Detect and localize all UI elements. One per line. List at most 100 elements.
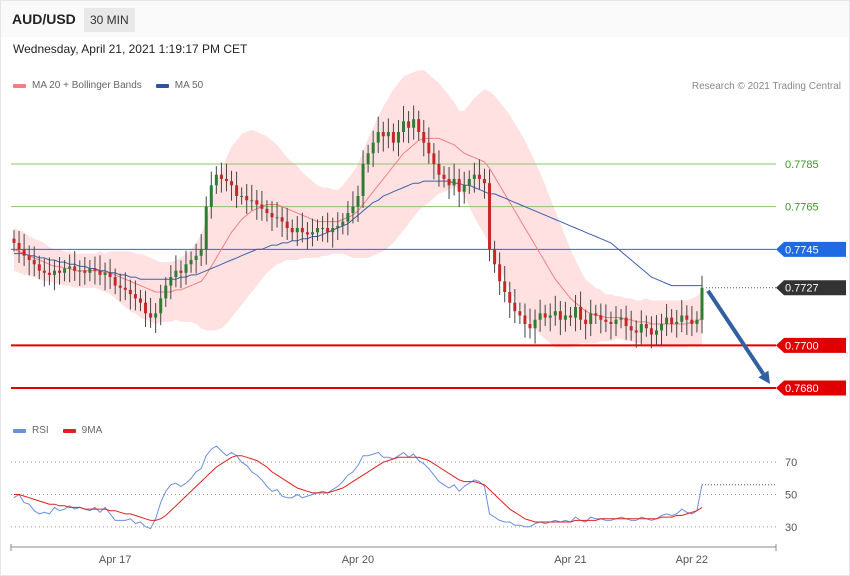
rsi-legend-label: RSI <box>32 425 49 436</box>
candle <box>402 105 406 143</box>
candle-body <box>189 260 193 265</box>
candle <box>58 257 62 285</box>
candle-body <box>128 289 132 295</box>
candle <box>665 303 669 336</box>
candle-body <box>275 217 279 219</box>
candle-body <box>553 311 557 316</box>
candle <box>472 162 476 193</box>
candle-body <box>260 204 264 209</box>
candle <box>356 185 360 223</box>
candle <box>133 280 137 311</box>
arrow-head <box>758 370 770 384</box>
candle-body <box>123 287 127 290</box>
rsi-tick-label: 70 <box>785 457 797 469</box>
candle <box>255 190 259 220</box>
candle <box>138 289 142 312</box>
candle <box>209 171 213 219</box>
candle <box>235 171 239 208</box>
candle <box>214 166 218 194</box>
candle-body <box>417 119 421 132</box>
candle-body <box>63 268 67 273</box>
candle <box>305 222 309 250</box>
candle <box>543 304 547 327</box>
candle <box>290 219 294 241</box>
candle <box>396 120 400 157</box>
candle <box>52 260 56 291</box>
candle <box>37 255 41 280</box>
candle <box>660 313 664 346</box>
candle-body <box>73 266 77 271</box>
candle-body <box>690 319 694 324</box>
candle <box>219 162 223 193</box>
candle-body <box>144 302 148 314</box>
candle <box>169 265 173 300</box>
x-tick-label: Apr 21 <box>554 554 586 566</box>
candle <box>427 127 431 164</box>
candle-body <box>513 302 517 312</box>
timeframe-badge[interactable]: 30 MIN <box>84 8 135 32</box>
arrow-shaft <box>706 289 766 376</box>
candle <box>381 121 385 152</box>
candle-body <box>644 324 648 329</box>
forecast-arrow <box>706 289 770 384</box>
candle-body <box>12 238 16 243</box>
candle-body <box>169 277 173 286</box>
candle <box>498 252 502 295</box>
candle-body <box>639 324 643 333</box>
candle-body <box>467 178 471 186</box>
candle <box>366 144 370 173</box>
candle <box>452 163 456 196</box>
candle-body <box>533 319 537 329</box>
credit-text: Research © 2021 Trading Central <box>691 81 841 92</box>
candle-body <box>194 255 198 260</box>
candle-body <box>300 228 304 233</box>
rsi-ma-legend-label: 9MA <box>81 425 103 436</box>
candle-body <box>614 319 618 324</box>
candle <box>128 279 132 310</box>
candle <box>351 191 355 224</box>
candle-body <box>660 324 664 331</box>
candle-body <box>184 264 188 273</box>
candle-body <box>462 185 466 192</box>
candle-body <box>654 330 658 335</box>
candle <box>184 250 188 285</box>
candle-body <box>214 174 218 186</box>
level-label-3: 0.7727 <box>785 283 819 295</box>
candle-body <box>543 313 547 318</box>
timestamp: Wednesday, April 21, 2021 1:19:17 PM CET <box>13 42 248 56</box>
candle-body <box>523 315 527 324</box>
rsi-tick-label: 50 <box>785 490 797 502</box>
candle-body <box>285 221 289 228</box>
candle <box>412 105 416 140</box>
candle <box>417 110 421 141</box>
candle <box>27 245 31 276</box>
ma20-legend-label: MA 20 + Bollinger Bands <box>32 80 142 91</box>
candle <box>685 305 689 336</box>
candle-body <box>488 183 492 250</box>
candle <box>346 201 350 236</box>
candle-body <box>407 121 411 128</box>
candle-body <box>493 249 497 265</box>
candle <box>690 306 694 336</box>
candle <box>245 184 249 214</box>
candle <box>123 272 127 301</box>
rsi-legend-swatch <box>13 428 26 433</box>
candle <box>179 260 183 289</box>
candle <box>275 201 279 228</box>
candle-body <box>250 200 254 202</box>
candle-body <box>412 119 416 128</box>
title-bar: AUD/USD 30 MIN <box>1 1 849 37</box>
candle <box>407 111 411 144</box>
candle-body <box>235 185 239 196</box>
candle <box>154 303 158 333</box>
candle <box>624 305 628 340</box>
candle <box>204 196 208 265</box>
candle <box>563 301 567 332</box>
candle <box>341 213 345 235</box>
candle-body <box>649 328 653 335</box>
candle-body <box>103 272 107 275</box>
candle <box>594 304 598 324</box>
candle <box>159 284 163 326</box>
candle-body <box>675 321 679 324</box>
